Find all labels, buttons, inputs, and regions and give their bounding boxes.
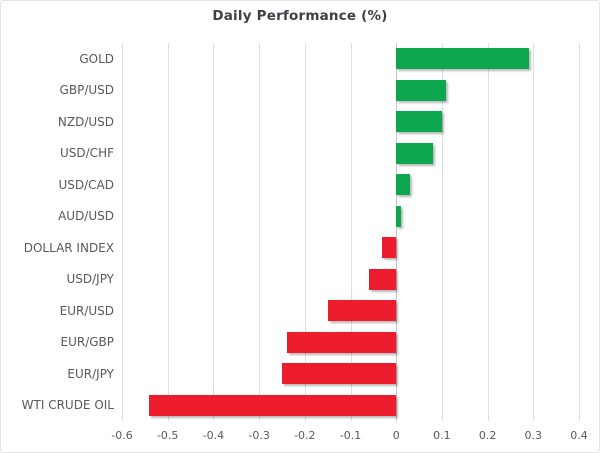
bar-eur-jpy <box>281 363 397 385</box>
bar-usd-cad <box>396 174 410 196</box>
gridline <box>533 43 535 421</box>
gridline <box>487 43 489 421</box>
x-tick-label: -0.3 <box>248 429 270 442</box>
bar-wti-crude-oil <box>149 394 397 416</box>
category-label: AUD/USD <box>58 209 114 224</box>
bar-nzd-usd <box>396 111 442 133</box>
x-tick-label: 0.2 <box>478 429 497 442</box>
category-label: WTI CRUDE OIL <box>21 398 114 413</box>
x-tick-label: -0.1 <box>339 429 362 442</box>
x-tick-label: -0.2 <box>294 429 316 442</box>
bar-eur-gbp <box>286 331 397 353</box>
bar-usd-jpy <box>368 268 397 290</box>
category-label: USD/CAD <box>58 177 114 192</box>
category-label: NZD/USD <box>57 114 114 129</box>
gridline <box>579 43 580 421</box>
gridline <box>304 43 306 421</box>
bar-gbp-usd <box>396 79 447 101</box>
bar-gold <box>396 48 529 70</box>
category-label: USD/CHF <box>60 146 114 161</box>
x-tick-label: -0.6 <box>111 429 133 442</box>
x-tick-label: 0 <box>392 429 400 442</box>
category-label: EUR/JPY <box>67 366 114 381</box>
gridline <box>350 43 352 421</box>
gridline <box>213 43 215 421</box>
category-label: EUR/GBP <box>60 335 114 350</box>
bar-usd-chf <box>396 142 433 164</box>
x-tick-label: -0.4 <box>202 429 225 442</box>
x-tick-label: 0.1 <box>433 429 451 442</box>
bar-aud-usd <box>396 205 401 227</box>
gridline <box>122 43 123 421</box>
chart-title: Daily Performance (%) <box>212 8 388 24</box>
category-label: GOLD <box>79 51 114 66</box>
bar-dollar-index <box>382 237 397 259</box>
category-label: DOLLAR INDEX <box>23 240 114 255</box>
x-tick-label: 0.4 <box>570 429 588 442</box>
category-label: USD/JPY <box>66 272 114 287</box>
gridline <box>441 43 443 421</box>
x-tick-label: 0.3 <box>524 429 543 442</box>
category-label: GBP/USD <box>59 83 114 98</box>
bar-eur-usd <box>327 300 397 322</box>
zero-axis-line <box>396 43 398 421</box>
gridline <box>167 43 169 421</box>
category-label: EUR/USD <box>59 303 114 318</box>
x-tick-label: -0.5 <box>156 429 179 442</box>
gridline <box>259 43 261 421</box>
